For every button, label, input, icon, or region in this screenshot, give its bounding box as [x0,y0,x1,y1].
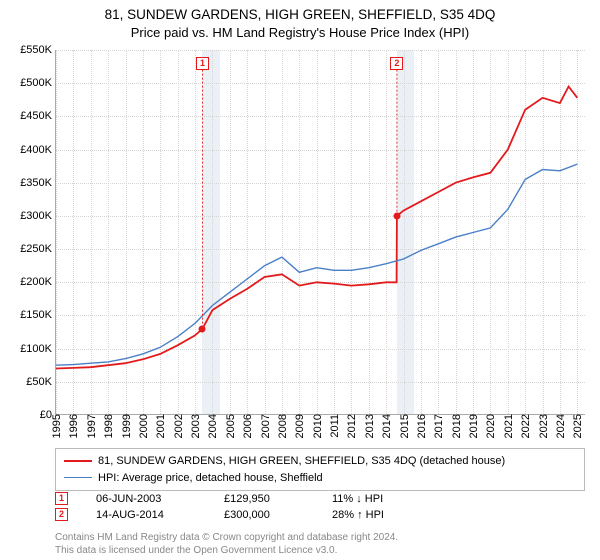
x-axis-label: 2002 [171,414,185,438]
marker-dot [393,212,400,219]
series-line-price_paid [56,87,577,369]
legend-label: 81, SUNDEW GARDENS, HIGH GREEN, SHEFFIEL… [98,453,505,470]
y-axis-label: £50K [26,376,56,388]
x-axis-label: 2006 [240,414,254,438]
event-date: 14-AUG-2014 [96,509,196,521]
x-axis-label: 2016 [414,414,428,438]
legend-row: 81, SUNDEW GARDENS, HIGH GREEN, SHEFFIEL… [64,453,576,470]
x-axis-label: 1997 [84,414,98,438]
legend-swatch [64,460,92,462]
x-axis-label: 2008 [275,414,289,438]
footer-line-2: This data is licensed under the Open Gov… [55,545,585,558]
event-relative: 11% ↓ HPI [332,493,432,505]
title-block: 81, SUNDEW GARDENS, HIGH GREEN, SHEFFIEL… [0,0,600,42]
y-axis-label: £250K [20,243,56,255]
y-axis-label: £550K [20,44,56,56]
x-axis-label: 1996 [66,414,80,438]
footer-line-1: Contains HM Land Registry data © Crown c… [55,532,585,545]
y-axis-label: £150K [20,309,56,321]
x-axis-label: 2020 [483,414,497,438]
event-date: 06-JUN-2003 [96,493,196,505]
x-axis-label: 2005 [223,414,237,438]
footer-attribution: Contains HM Land Registry data © Crown c… [55,532,585,557]
x-axis-label: 2025 [570,414,584,438]
legend-label: HPI: Average price, detached house, Shef… [98,470,323,487]
x-axis-label: 1998 [101,414,115,438]
x-axis-label: 2017 [431,414,445,438]
event-relative: 28% ↑ HPI [332,509,432,521]
y-axis-label: £400K [20,144,56,156]
events-table: 1 06-JUN-2003 £129,950 11% ↓ HPI 2 14-AUG-201… [55,492,585,524]
x-axis-label: 2012 [344,414,358,438]
x-axis-label: 2018 [449,414,463,438]
x-axis-label: 2007 [258,414,272,438]
marker-dot [199,325,206,332]
legend-swatch [64,477,92,478]
chart-lines-svg [56,50,586,415]
x-axis-label: 2003 [188,414,202,438]
y-axis-label: £500K [20,77,56,89]
x-axis-label: 2010 [310,414,324,438]
y-axis-label: £200K [20,276,56,288]
event-price: £300,000 [224,509,304,521]
title-sub: Price paid vs. HM Land Registry's House … [0,24,600,42]
legend-box: 81, SUNDEW GARDENS, HIGH GREEN, SHEFFIEL… [55,448,585,491]
y-axis-label: £100K [20,343,56,355]
x-axis-label: 2000 [136,414,150,438]
x-axis-label: 2023 [536,414,550,438]
x-axis-label: 2013 [362,414,376,438]
x-axis-label: 2014 [379,414,393,438]
legend-row: HPI: Average price, detached house, Shef… [64,470,576,487]
x-axis-label: 2004 [205,414,219,438]
y-axis-label: £300K [20,210,56,222]
y-axis-label: £350K [20,177,56,189]
x-axis-label: 2021 [501,414,515,438]
x-axis-label: 2019 [466,414,480,438]
x-axis-label: 2001 [153,414,167,438]
x-axis-label: 2022 [518,414,532,438]
event-marker: 2 [55,508,68,521]
event-row: 1 06-JUN-2003 £129,950 11% ↓ HPI [55,492,585,505]
marker-label: 1 [196,57,209,70]
x-axis-label: 1999 [119,414,133,438]
marker-label: 2 [390,57,403,70]
event-price: £129,950 [224,493,304,505]
series-line-hpi [56,164,577,365]
x-axis-label: 2015 [397,414,411,438]
event-row: 2 14-AUG-2014 £300,000 28% ↑ HPI [55,508,585,521]
x-axis-label: 1995 [49,414,63,438]
x-axis-label: 2009 [292,414,306,438]
event-marker: 1 [55,492,68,505]
x-axis-label: 2011 [327,414,341,438]
y-axis-label: £450K [20,110,56,122]
title-main: 81, SUNDEW GARDENS, HIGH GREEN, SHEFFIEL… [0,6,600,24]
x-axis-label: 2024 [553,414,567,438]
chart-container: 81, SUNDEW GARDENS, HIGH GREEN, SHEFFIEL… [0,0,600,560]
chart-plot-area: £0£50K£100K£150K£200K£250K£300K£350K£400… [55,50,585,415]
